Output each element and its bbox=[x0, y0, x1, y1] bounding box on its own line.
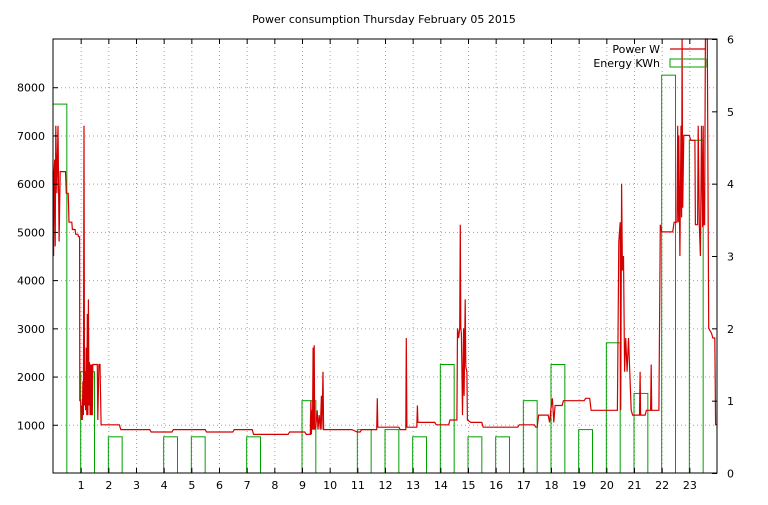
energy-bar bbox=[190, 436, 206, 474]
y2-tick-label: 2 bbox=[727, 323, 734, 336]
x-tick-label: 14 bbox=[434, 479, 448, 492]
x-tick-label: 21 bbox=[628, 479, 642, 492]
x-tick-label: 9 bbox=[299, 479, 306, 492]
x-tick-label: 3 bbox=[133, 479, 140, 492]
x-tick-label: 10 bbox=[323, 479, 337, 492]
x-tick-label: 12 bbox=[379, 479, 393, 492]
x-tick-label: 20 bbox=[600, 479, 614, 492]
energy-bar bbox=[661, 74, 677, 474]
legend-swatch-energy bbox=[669, 58, 707, 68]
energy-bar bbox=[439, 364, 455, 474]
chart-title: Power consumption Thursday February 05 2… bbox=[252, 13, 516, 26]
x-tick-label: 8 bbox=[271, 479, 278, 492]
x-tick-label: 17 bbox=[517, 479, 531, 492]
energy-bar bbox=[107, 436, 123, 474]
x-tick-label: 23 bbox=[683, 479, 697, 492]
x-tick-label: 1 bbox=[78, 479, 85, 492]
x-tick-label: 6 bbox=[216, 479, 223, 492]
x-tick-label: 15 bbox=[462, 479, 476, 492]
y-tick-label: 3000 bbox=[17, 323, 45, 336]
energy-bar bbox=[356, 429, 372, 474]
x-tick-label: 2 bbox=[105, 479, 112, 492]
y-tick-label: 2000 bbox=[17, 371, 45, 384]
y2-tick-label: 3 bbox=[727, 251, 734, 264]
power-series-line bbox=[52, 38, 717, 435]
y2-tick-label: 0 bbox=[727, 468, 734, 481]
y-tick-label: 5000 bbox=[17, 226, 45, 239]
energy-bar bbox=[467, 436, 483, 474]
legend: Power W Energy KWh bbox=[593, 43, 707, 70]
y-tick-label: 1000 bbox=[17, 419, 45, 432]
energy-bar bbox=[163, 436, 179, 474]
y-tick-label: 4000 bbox=[17, 275, 45, 288]
x-tick-label: 22 bbox=[655, 479, 669, 492]
energy-bar bbox=[522, 400, 538, 474]
power-line bbox=[52, 38, 717, 435]
legend-label-energy: Energy KWh bbox=[593, 57, 660, 70]
y2-tick-label: 6 bbox=[727, 34, 734, 47]
y-tick-label: 8000 bbox=[17, 82, 45, 95]
energy-bar bbox=[495, 436, 510, 474]
y2-tick-label: 5 bbox=[727, 106, 734, 119]
grid-lines bbox=[53, 39, 717, 473]
axis-ticks: 1 2 3 4 5 6 7 8 9 10 11 12 13 14 15 16 17 18 19 20 21 22 23100… bbox=[17, 34, 734, 493]
y-tick-label: 7000 bbox=[17, 130, 45, 143]
x-tick-label: 18 bbox=[545, 479, 559, 492]
x-tick-label: 4 bbox=[161, 479, 168, 492]
x-tick-label: 11 bbox=[351, 479, 365, 492]
y-tick-label: 6000 bbox=[17, 178, 45, 191]
x-tick-label: 7 bbox=[244, 479, 251, 492]
x-tick-label: 16 bbox=[489, 479, 503, 492]
energy-bar bbox=[246, 436, 262, 474]
x-tick-label: 13 bbox=[406, 479, 420, 492]
energy-bar bbox=[412, 436, 427, 474]
y2-tick-label: 1 bbox=[727, 395, 734, 408]
y2-tick-label: 4 bbox=[727, 178, 734, 191]
energy-bar bbox=[384, 429, 400, 474]
energy-bar bbox=[578, 429, 594, 474]
x-tick-label: 19 bbox=[572, 479, 586, 492]
x-tick-label: 5 bbox=[188, 479, 195, 492]
legend-label-power: Power W bbox=[612, 43, 660, 56]
